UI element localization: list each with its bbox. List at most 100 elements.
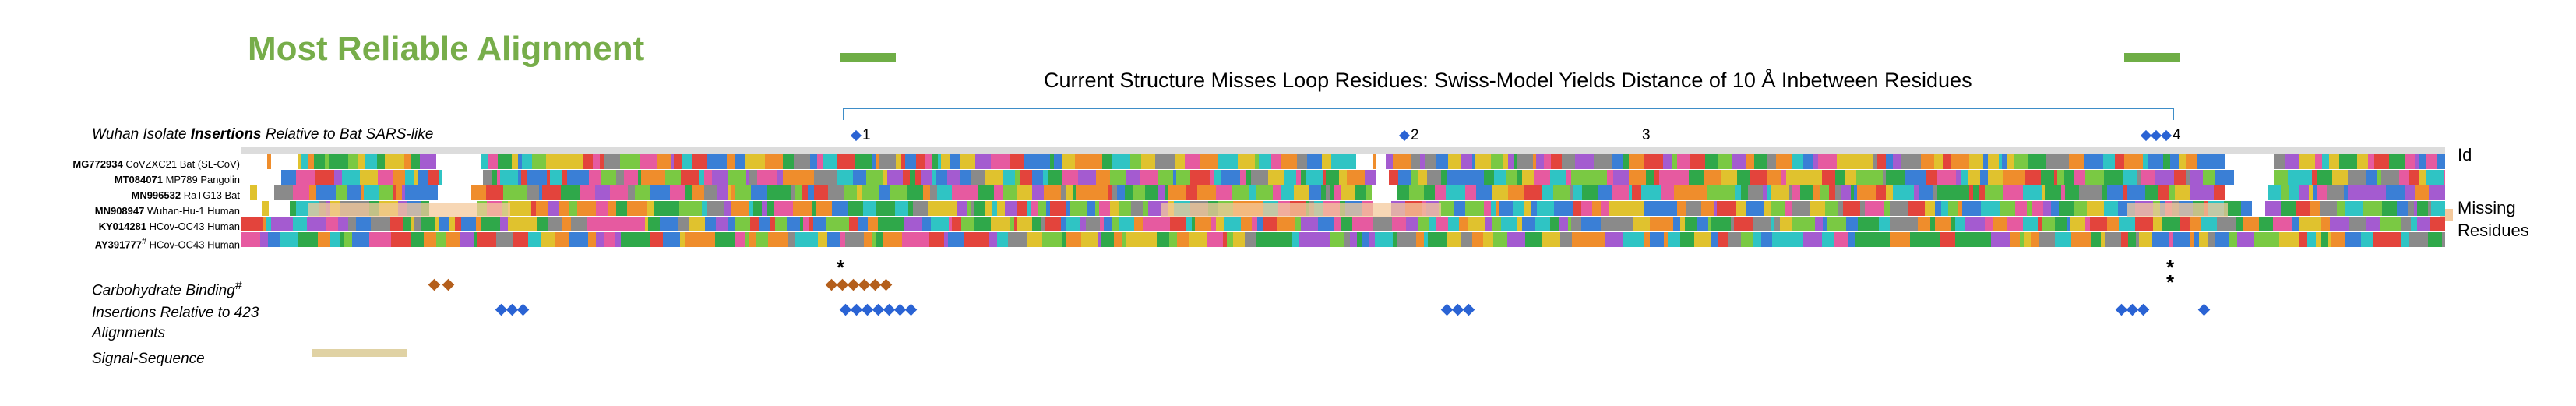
residue-block bbox=[1958, 201, 1962, 216]
residue-block bbox=[390, 217, 403, 231]
residue-block bbox=[876, 232, 883, 247]
residue-block bbox=[2123, 185, 2127, 200]
residue-block bbox=[460, 232, 474, 247]
residue-block bbox=[971, 201, 974, 216]
residue-block bbox=[1467, 170, 1484, 185]
residue-block bbox=[1605, 232, 1623, 247]
residue-block bbox=[716, 217, 728, 231]
residue-block bbox=[712, 170, 721, 185]
residue-block bbox=[1175, 154, 1185, 169]
residue-block bbox=[1218, 154, 1238, 169]
residue-block bbox=[750, 217, 759, 231]
residue-block bbox=[1650, 217, 1668, 231]
residue-block bbox=[2361, 232, 2373, 247]
residue-block bbox=[1168, 185, 1186, 200]
residue-block bbox=[731, 201, 743, 216]
residue-block bbox=[724, 201, 731, 216]
sequence-label: MT084071 MP789 Pangolin bbox=[114, 174, 240, 185]
residue-block bbox=[1297, 154, 1307, 169]
residue-block bbox=[857, 185, 862, 200]
residue-block bbox=[728, 170, 746, 185]
insertion-diamond bbox=[1462, 303, 1475, 316]
residue-block bbox=[2084, 154, 2103, 169]
residue-block bbox=[1633, 217, 1650, 231]
residue-block bbox=[1140, 170, 1158, 185]
residue-block bbox=[2145, 185, 2158, 200]
residue-block bbox=[997, 217, 1010, 231]
residue-block bbox=[1893, 185, 1901, 200]
residue-block bbox=[1062, 170, 1078, 185]
residue-block bbox=[1845, 170, 1856, 185]
residue-block bbox=[902, 232, 914, 247]
residue-block bbox=[2111, 154, 2115, 169]
residue-block bbox=[1066, 232, 1081, 247]
residue-block bbox=[961, 217, 968, 231]
residue-block bbox=[1061, 217, 1066, 231]
residue-block bbox=[1753, 217, 1771, 231]
residue-block bbox=[404, 154, 411, 169]
residue-block bbox=[2309, 170, 2312, 185]
residue-block bbox=[1066, 185, 1073, 200]
residue-block bbox=[2079, 185, 2099, 200]
residue-block bbox=[704, 232, 715, 247]
residue-block bbox=[845, 232, 864, 247]
residue-block bbox=[985, 201, 992, 216]
residue-block bbox=[1883, 170, 1886, 185]
residue-block bbox=[1626, 201, 1644, 216]
residue-block bbox=[414, 170, 418, 185]
residue-block bbox=[1708, 217, 1711, 231]
residue-block bbox=[2054, 170, 2057, 185]
residue-block bbox=[1339, 170, 1347, 185]
residue-block bbox=[477, 232, 496, 247]
sequence-label: MG772934 CoVZXC21 Bat (SL-CoV) bbox=[72, 158, 240, 170]
residue-block bbox=[2020, 232, 2024, 247]
residue-block bbox=[1812, 217, 1815, 231]
residue-block bbox=[449, 170, 468, 185]
residue-block bbox=[938, 154, 941, 169]
residue-block bbox=[1893, 154, 1901, 169]
residue-block bbox=[674, 154, 682, 169]
residue-block bbox=[2229, 185, 2243, 200]
residue-block bbox=[731, 185, 735, 200]
residue-block bbox=[1575, 154, 1594, 169]
residue-block bbox=[783, 170, 798, 185]
insertion-diamond bbox=[2197, 303, 2211, 316]
residue-block bbox=[2374, 154, 2389, 169]
residue-block bbox=[601, 170, 616, 185]
residue-block bbox=[271, 217, 284, 231]
residue-block bbox=[1999, 154, 2002, 169]
residue-block bbox=[1429, 217, 1436, 231]
residue-block bbox=[1910, 170, 1926, 185]
residue-block bbox=[671, 154, 674, 169]
residue-block bbox=[1492, 217, 1501, 231]
residue-block bbox=[794, 154, 810, 169]
residue-block bbox=[685, 185, 692, 200]
residue-block bbox=[280, 232, 298, 247]
residue-block bbox=[828, 185, 844, 200]
residue-block bbox=[862, 185, 879, 200]
residue-block bbox=[1728, 232, 1741, 247]
residue-block bbox=[925, 154, 932, 169]
residue-block bbox=[358, 154, 365, 169]
residue-block bbox=[2257, 154, 2274, 169]
residue-block bbox=[1855, 154, 1873, 169]
residue-block bbox=[1281, 185, 1294, 200]
residue-block bbox=[749, 170, 757, 185]
residue-block bbox=[897, 170, 903, 185]
residue-block bbox=[1386, 185, 1397, 200]
residue-block bbox=[562, 217, 571, 231]
residue-block bbox=[681, 170, 699, 185]
residue-block bbox=[2064, 170, 2074, 185]
residue-block bbox=[1062, 154, 1075, 169]
residue-block bbox=[1393, 232, 1397, 247]
residue-block bbox=[1661, 185, 1674, 200]
residue-block bbox=[1620, 217, 1633, 231]
sequence-label: KY014281 HCov-OC43 Human bbox=[98, 221, 240, 232]
residue-block bbox=[1688, 185, 1707, 200]
residue-block bbox=[301, 154, 308, 169]
residue-block bbox=[486, 185, 503, 200]
residue-block bbox=[1771, 201, 1785, 216]
residue-block bbox=[1914, 185, 1919, 200]
residue-block bbox=[2074, 170, 2085, 185]
residue-block bbox=[1754, 154, 1767, 169]
